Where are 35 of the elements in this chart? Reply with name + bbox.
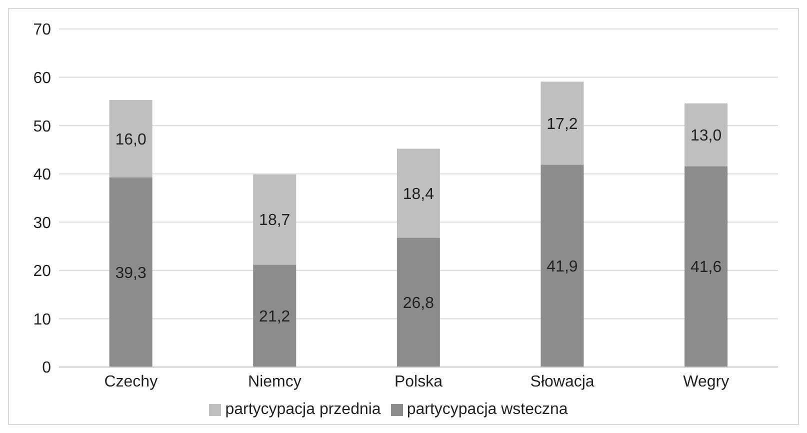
data-label: 16,0	[115, 131, 146, 148]
data-label: 41,6	[690, 259, 722, 276]
bar	[396, 238, 440, 367]
bar	[684, 166, 728, 367]
bar	[253, 264, 296, 367]
data-label: 26,8	[402, 294, 434, 312]
bar	[109, 100, 152, 178]
x-tick-label: Czechy	[104, 373, 158, 390]
y-tick-label: 20	[33, 263, 52, 280]
y-tick-label: 70	[33, 22, 52, 39]
y-tick-label: 40	[33, 166, 52, 184]
legend-label: partycypacja wsteczna	[406, 401, 568, 418]
data-label: 39,3	[115, 264, 146, 282]
data-label: 41,9	[546, 258, 578, 276]
bar	[684, 103, 728, 166]
y-tick-label: 0	[42, 360, 52, 377]
bar	[540, 82, 584, 165]
y-tick-label: 60	[33, 70, 52, 87]
x-tick-label: Słowacja	[530, 373, 594, 390]
data-label: 18,7	[259, 212, 290, 230]
data-label: 21,2	[259, 308, 290, 326]
data-label: 13,0	[690, 127, 722, 144]
x-tick-label: Niemcy	[248, 373, 302, 390]
data-label: 18,4	[402, 186, 434, 203]
bar	[253, 174, 296, 265]
y-tick-label: 10	[33, 311, 52, 328]
x-tick-label: Wegry	[683, 373, 730, 390]
bar	[540, 164, 584, 367]
legend-label: partycypacja przednia	[225, 401, 381, 418]
bar	[396, 148, 440, 238]
x-tick-label: Polska	[394, 373, 443, 390]
y-tick-label: 50	[33, 118, 52, 136]
bar	[109, 177, 152, 367]
y-tick-label: 30	[33, 214, 52, 232]
data-label: 17,2	[546, 116, 578, 133]
